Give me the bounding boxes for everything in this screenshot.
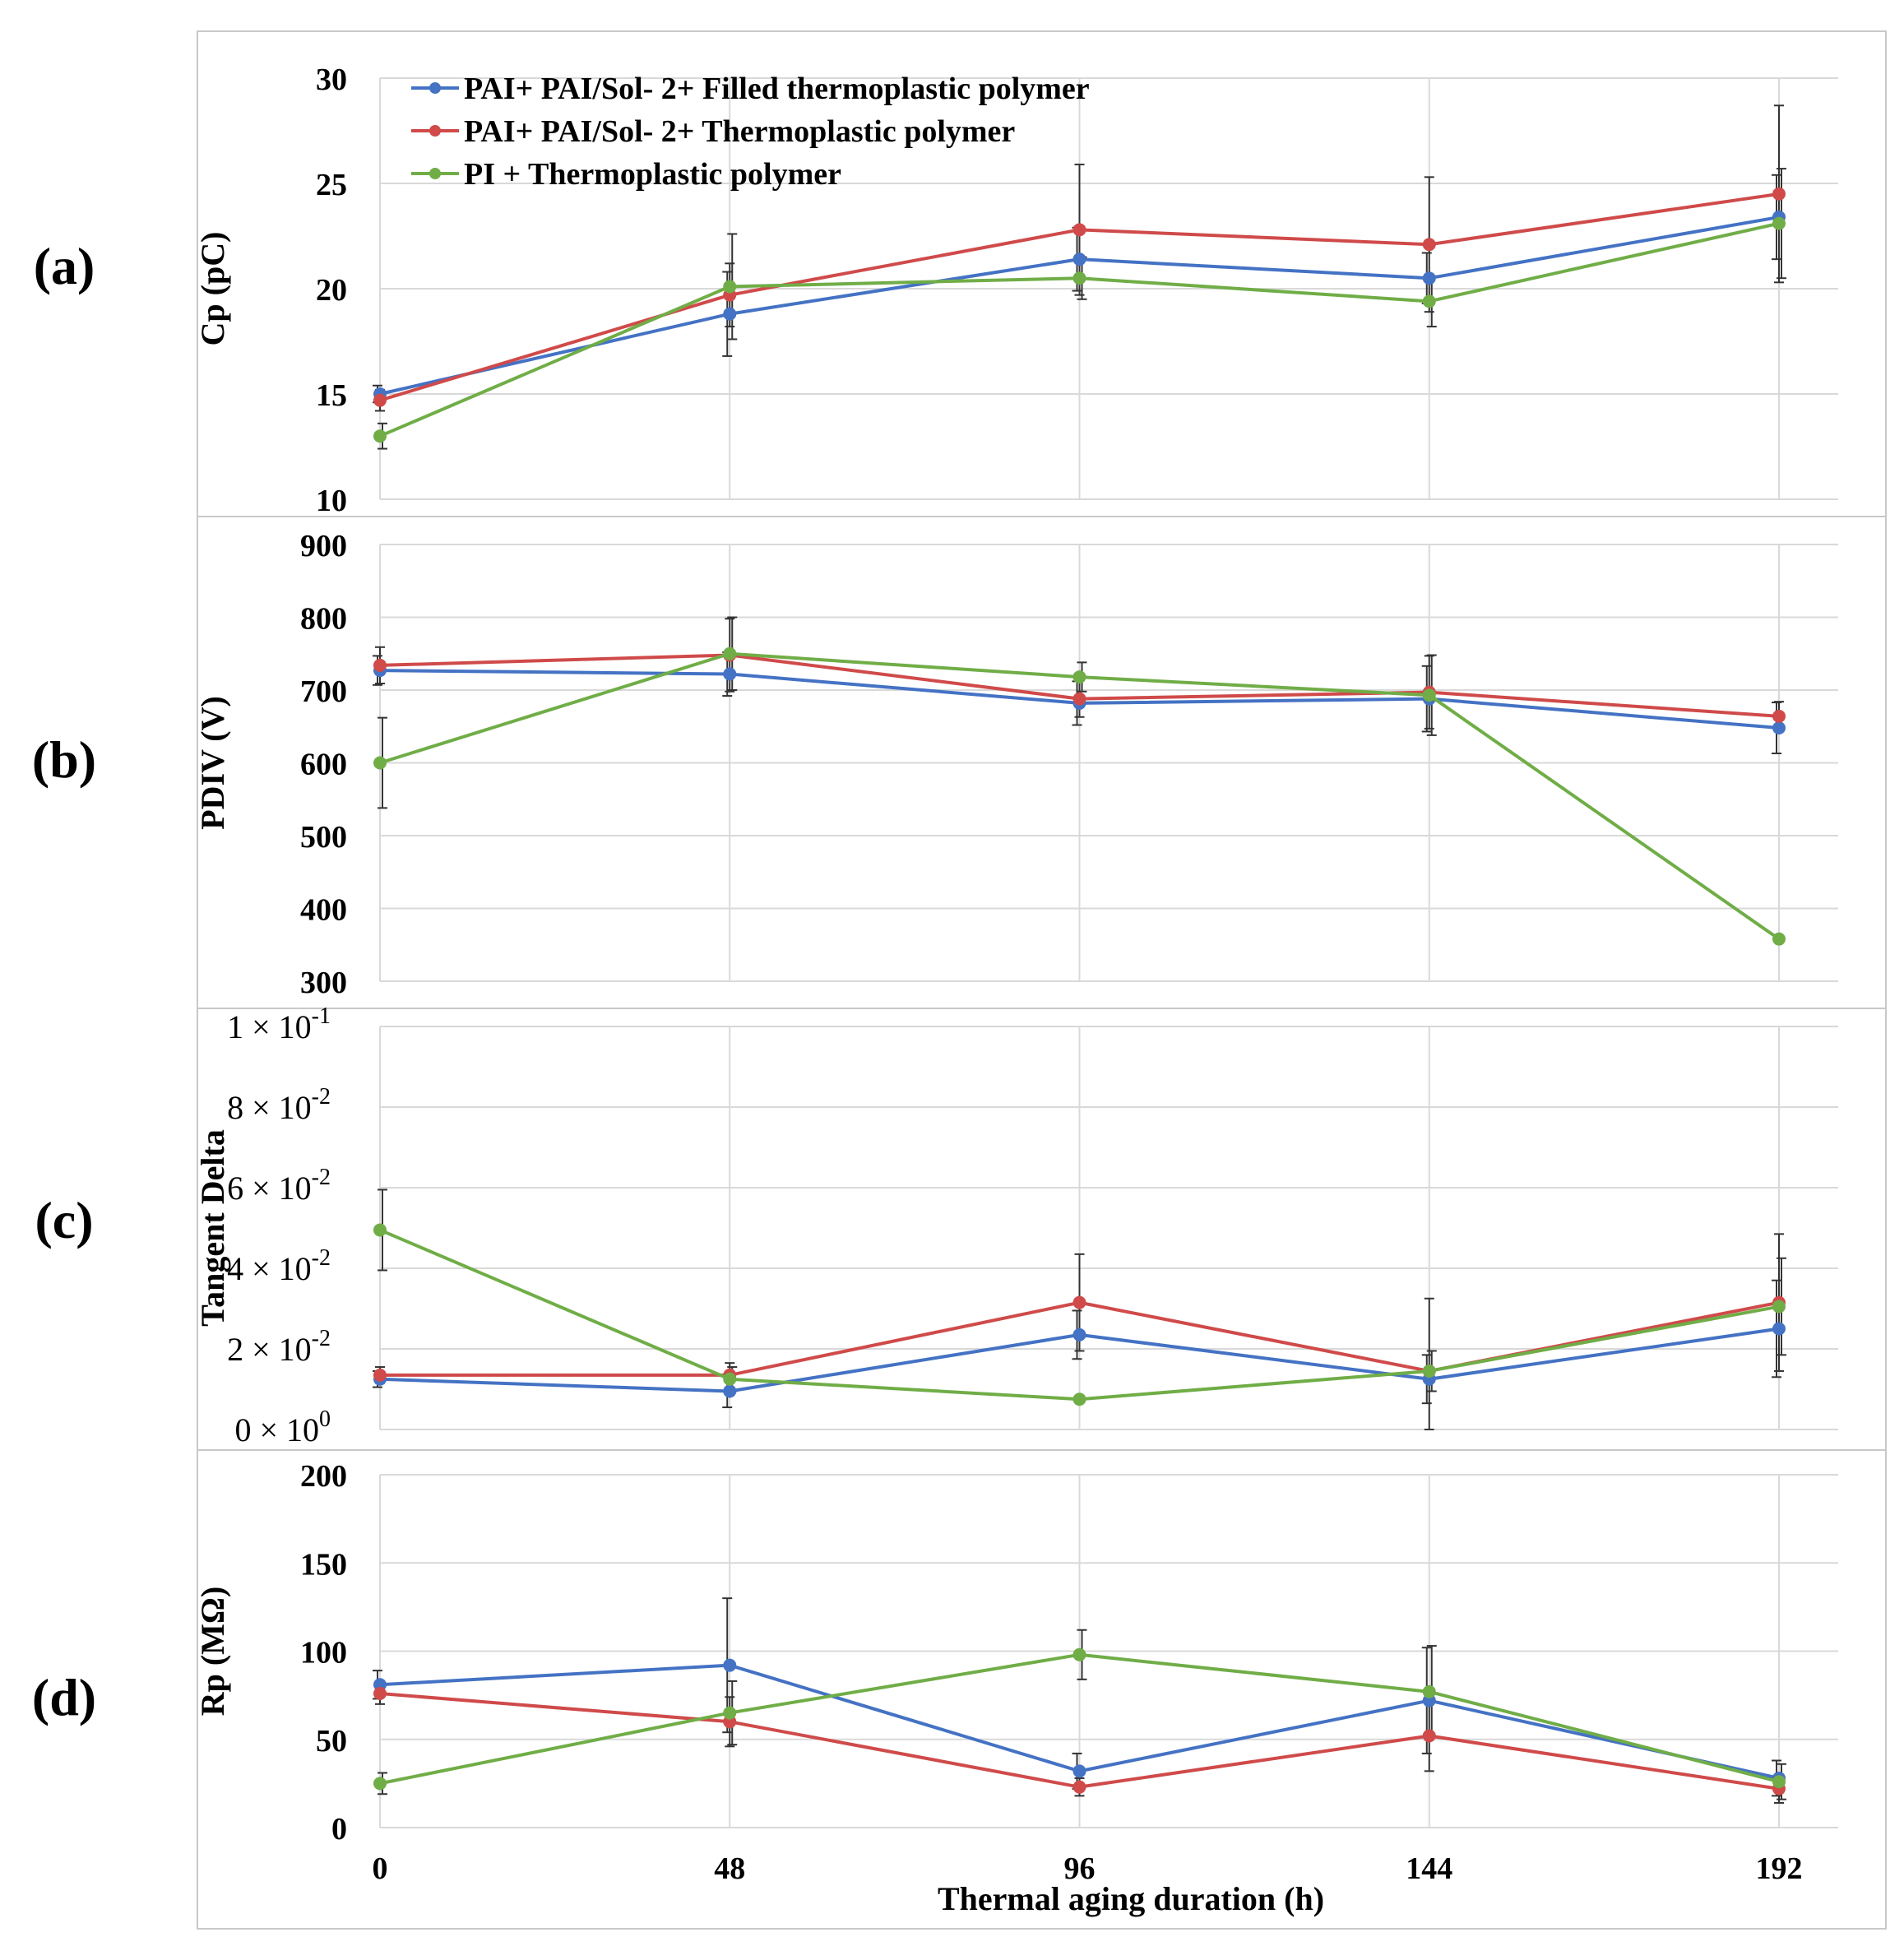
data-point-pai-144 [1422,1729,1436,1743]
data-point-pai-144 [1422,238,1436,252]
data-point-filled-pai-48 [723,1658,737,1672]
data-point-pai-192 [1772,709,1786,723]
y-tick-label: 150 [300,1547,347,1582]
y-tick-label: 0 × 100 [234,1406,331,1448]
panel-c: 0 × 100 2 × 10-2 4 × 10-2 6 × 10-2 8 × 10-2 1… [194,1003,1886,1451]
y-tick-label: 4 × 10-2 [227,1245,331,1287]
y-tick-label: 100 [300,1636,347,1670]
legend-label-pi: PI + Thermoplastic polymer [464,157,841,192]
data-point-pai-0 [373,658,387,672]
data-point-pi-48 [723,1706,737,1720]
y-axis-title-c: Tangent Delta [194,1129,231,1327]
data-point-pai-96 [1072,1295,1086,1309]
data-point-pi-192 [1772,1775,1786,1789]
x-tick-label: 192 [1756,1851,1803,1886]
data-point-pi-144 [1422,1364,1436,1378]
data-point-filled-pai-48 [723,667,737,681]
y-tick-label: 0 [331,1812,347,1846]
legend-label-pai: PAI+ PAI/Sol- 2+ Thermoplastic polymer [464,114,1015,149]
data-point-pai-0 [373,1686,387,1700]
panel-label-c: (c) [35,1191,93,1249]
y-tick-label: 400 [300,893,347,928]
data-point-pai-96 [1072,223,1086,237]
data-point-filled-pai-48 [723,307,737,321]
data-point-filled-pai-48 [723,1384,737,1398]
panel-a: 10 15 20 25 30 Cp (pC) [194,63,1886,518]
data-point-pi-192 [1772,932,1786,946]
data-point-pi-96 [1072,1392,1086,1406]
y-tick-label: 30 [316,63,347,97]
x-tick-label: 48 [714,1851,745,1886]
y-tick-label: 900 [300,529,347,563]
data-point-pi-96 [1072,670,1086,684]
data-point-pi-192 [1772,1300,1786,1314]
panel-b: 300 400 500 600 700 800 900 PDIV (V) [194,529,1886,1009]
data-point-pi-96 [1072,271,1086,285]
data-point-pi-0 [373,756,387,770]
y-tick-label: 500 [300,820,347,855]
y-tick-label: 50 [316,1724,347,1758]
data-point-pai-0 [373,393,387,407]
y-tick-label: 2 × 10-2 [227,1326,331,1368]
legend-marker-filled-pai [429,82,441,94]
y-tick-label: 600 [300,748,347,782]
y-tick-label: 1 × 10-1 [227,1003,331,1045]
y-axis-title-a: Cp (pC) [194,232,231,346]
data-point-pi-192 [1772,216,1786,230]
figure-frame [197,30,1887,1930]
y-tick-label: 10 [316,484,347,518]
data-point-pai-192 [1772,187,1786,201]
y-tick-label: 300 [300,966,347,1000]
x-tick-label: 144 [1406,1851,1452,1886]
y-tick-label: 25 [316,168,347,202]
legend-label-filled-pai: PAI+ PAI/Sol- 2+ Filled thermoplastic po… [464,72,1090,106]
y-tick-label: 8 × 10-2 [227,1084,331,1126]
data-point-filled-pai-144 [1422,271,1436,285]
data-point-pi-0 [373,1223,387,1237]
legend: PAI+ PAI/Sol- 2+ Filled thermoplastic po… [411,72,1090,192]
data-point-filled-pai-96 [1072,253,1086,266]
panel-d: 0 50 100 150 200 Rp (MΩ) 0 48 96 144 192 [194,1459,1838,1886]
data-point-pi-96 [1072,1647,1086,1661]
panel-label-d: (d) [32,1668,96,1726]
data-point-filled-pai-192 [1772,721,1786,735]
y-axis-title-b: PDIV (V) [194,696,231,830]
x-tick-label: 0 [373,1851,388,1886]
y-tick-label: 700 [300,674,347,709]
data-point-pai-96 [1072,1780,1086,1794]
y-tick-label: 20 [316,273,347,308]
legend-marker-pai [429,125,441,137]
y-tick-label: 15 [316,378,347,413]
data-point-pai-0 [373,1368,387,1382]
x-axis-title: Thermal aging duration (h) [938,1880,1324,1917]
y-tick-label: 6 × 10-2 [227,1165,331,1207]
data-point-pi-0 [373,1777,387,1791]
data-point-pi-48 [723,1372,737,1386]
data-point-pi-0 [373,429,387,443]
y-tick-label: 800 [300,602,347,637]
data-point-filled-pai-96 [1072,1328,1086,1341]
legend-marker-pi [429,168,441,179]
data-point-pi-48 [723,280,737,294]
panel-label-b: (b) [32,730,96,789]
data-point-filled-pai-96 [1072,1764,1086,1778]
y-axis-title-d: Rp (MΩ) [194,1587,231,1717]
data-point-pi-144 [1422,294,1436,308]
data-point-pi-144 [1422,688,1436,702]
panel-label-a: (a) [34,237,95,295]
data-point-pi-144 [1422,1684,1436,1698]
data-point-filled-pai-192 [1772,1322,1786,1336]
y-tick-label: 200 [300,1459,347,1494]
x-tick-label: 96 [1064,1851,1096,1886]
data-point-pai-96 [1072,692,1086,706]
data-point-pi-48 [723,646,737,660]
